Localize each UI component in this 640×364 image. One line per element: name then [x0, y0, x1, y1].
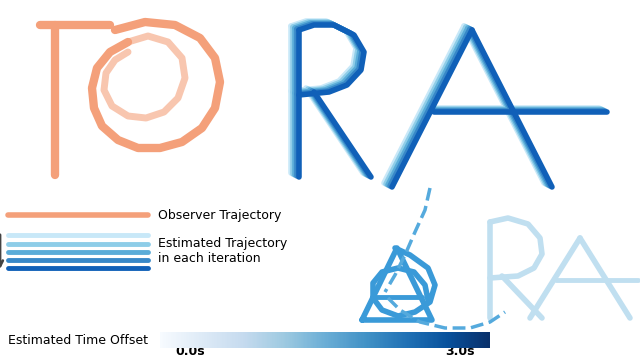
Text: Estimated Time Offset: Estimated Time Offset: [8, 333, 148, 347]
Text: 3.0s: 3.0s: [445, 345, 475, 358]
Text: Observer Trajectory: Observer Trajectory: [158, 209, 282, 222]
Text: Estimated Trajectory: Estimated Trajectory: [158, 237, 287, 249]
Text: in each iteration: in each iteration: [158, 252, 260, 265]
Text: 0.0s: 0.0s: [175, 345, 205, 358]
